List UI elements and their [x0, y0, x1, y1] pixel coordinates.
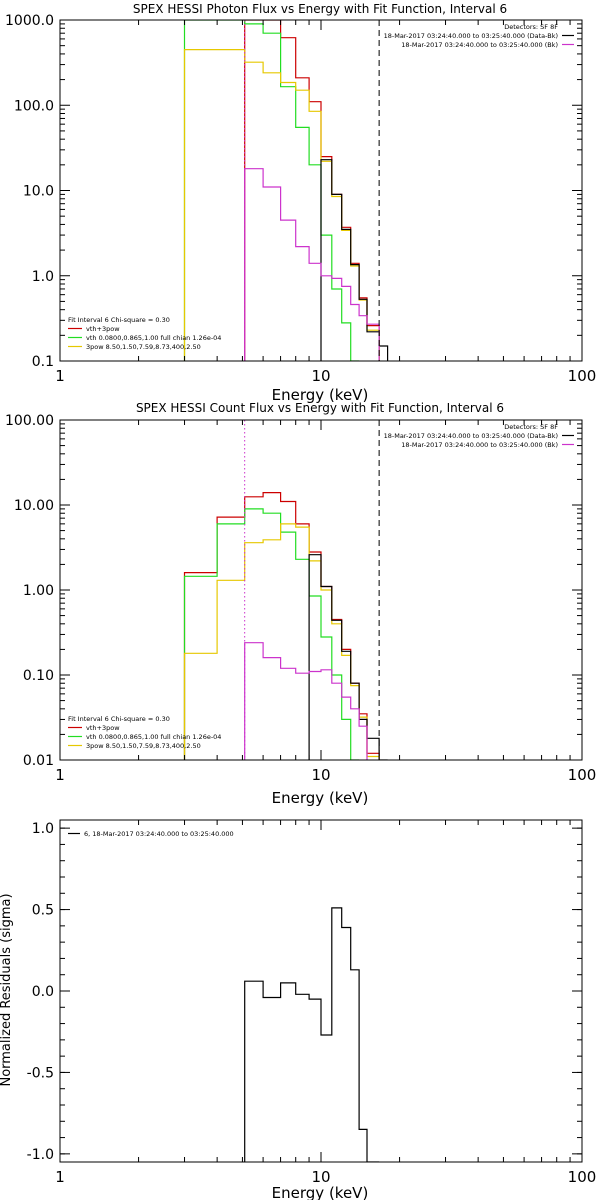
- resid-legend-item: 6, 18-Mar-2017 03:24:40.000 to 03:25:40.…: [84, 830, 234, 838]
- count-fit-legend-header: Fit Interval 6 Chi-square = 0.30: [68, 715, 170, 723]
- count-legend-item: 18-Mar-2017 03:24:40.000 to 03:25:40.000…: [384, 432, 558, 440]
- photon-fit-legend-item: vth 0.0800,0.865,1.00 full chian 1.26e-0…: [86, 334, 221, 342]
- count-series-bk: [244, 642, 368, 760]
- count-legend-item: 18-Mar-2017 03:24:40.000 to 03:25:40.000…: [401, 441, 558, 449]
- count-fit-legend-item: vth+3pow: [86, 724, 120, 732]
- photon-y-tick-label: 10.0: [23, 184, 54, 200]
- photon-x-axis-label: Energy (keV): [272, 386, 369, 404]
- resid-y-tick-label: 1.0: [32, 821, 54, 837]
- count-x-tick-label: 1: [55, 766, 65, 784]
- count-y-tick-label: 100.00: [5, 413, 54, 429]
- count-series-vth: [183, 508, 360, 760]
- count-chart-title: SPEX HESSI Count Flux vs Energy with Fit…: [136, 401, 504, 415]
- photon-series-data-bk: [320, 159, 389, 361]
- count-y-tick-label: 1.00: [23, 583, 54, 599]
- photon-y-tick-label: 100.0: [14, 98, 54, 114]
- residuals-x-axis-label: Energy (keV): [272, 1184, 369, 1200]
- photon-legend-header: Detectors: SF 8F: [504, 23, 558, 31]
- residuals-panel: Energy (keV) Normalized Residuals (sigma…: [0, 819, 597, 1200]
- photon-fit-legend-header: Fit Interval 6 Chi-square = 0.30: [68, 316, 170, 324]
- count-x-tick-label: 10: [311, 766, 330, 784]
- photon-series-vth: [183, 20, 360, 361]
- photon-fit-legend-item: 3pow 8.50,1.50,7.59,8.73,400,2.50: [86, 343, 201, 351]
- count-y-tick-label: 10.00: [14, 498, 54, 514]
- photon-x-tick-label: 100: [568, 367, 597, 385]
- photon-x-tick-label: 10: [311, 367, 330, 385]
- photon-legend-item: 18-Mar-2017 03:24:40.000 to 03:25:40.000…: [401, 41, 558, 49]
- photon-y-tick-label: 0.1: [32, 354, 54, 370]
- photon-fit-legend-item: vth+3pow: [86, 325, 120, 333]
- count-legend-header: Detectors: SF 8F: [504, 423, 558, 431]
- resid-y-tick-label: 0.5: [32, 903, 54, 919]
- photon-chart-title: SPEX HESSI Photon Flux vs Energy with Fi…: [133, 2, 507, 16]
- count-series-data-bk: [308, 554, 388, 760]
- resid-y-tick-label: -0.5: [27, 1065, 54, 1081]
- photon-panel: SPEX HESSI Photon Flux vs Energy with Fi…: [5, 2, 596, 404]
- residuals-y-axis-label: Normalized Residuals (sigma): [0, 893, 14, 1086]
- count-fit-legend-item: vth 0.0800,0.865,1.00 full chian 1.26e-0…: [86, 733, 221, 741]
- count-fit-legend-item: 3pow 8.50,1.50,7.59,8.73,400,2.50: [86, 742, 201, 750]
- photon-legend-item: 18-Mar-2017 03:24:40.000 to 03:25:40.000…: [384, 32, 558, 40]
- photon-y-tick-label: 1000.0: [5, 13, 54, 29]
- count-panel: SPEX HESSI Count Flux vs Energy with Fit…: [5, 401, 596, 807]
- resid-y-tick-label: 0.0: [32, 984, 54, 1000]
- photon-y-tick-label: 1.0: [32, 269, 54, 285]
- resid-series-6-18-mar-2017-03-24-40-000-to-03-25-40-000: [244, 907, 380, 1162]
- photon-series-bk: [244, 168, 380, 361]
- count-series-3pow: [183, 523, 380, 760]
- resid-plot-frame: [59, 819, 583, 1163]
- count-y-tick-label: 0.01: [23, 753, 54, 769]
- photon-series-3pow: [183, 49, 380, 361]
- photon-series-vth-3pow: [244, 20, 380, 361]
- count-x-axis-label: Energy (keV): [272, 789, 369, 807]
- resid-x-tick-label: 10: [311, 1168, 330, 1186]
- count-x-tick-label: 100: [568, 766, 597, 784]
- resid-x-tick-label: 1: [55, 1168, 65, 1186]
- photon-x-tick-label: 1: [55, 367, 65, 385]
- count-y-tick-label: 0.10: [23, 668, 54, 684]
- resid-x-tick-label: 100: [568, 1168, 597, 1186]
- resid-y-tick-label: -1.0: [27, 1147, 54, 1163]
